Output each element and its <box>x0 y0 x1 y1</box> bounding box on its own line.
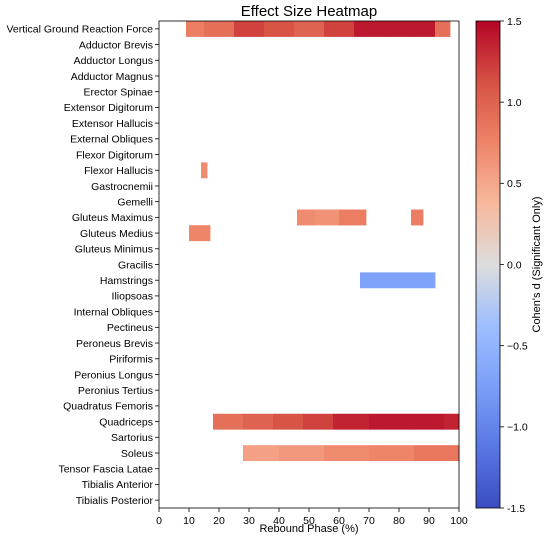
x-tick-label: 40 <box>273 515 285 527</box>
x-axis-label: Rebound Phase (%) <box>259 523 358 535</box>
heatmap-cell <box>414 413 445 430</box>
heatmap-cell <box>411 209 424 226</box>
x-tick-label: 100 <box>450 515 468 527</box>
colorbar-tick-label: 0.0 <box>507 259 522 271</box>
row-label: Piriformis <box>109 354 153 366</box>
row-label: Adductor Longus <box>74 55 153 67</box>
row-label: Gracilis <box>118 259 153 271</box>
plot-frame <box>158 20 460 509</box>
x-tick-label: 50 <box>303 515 315 527</box>
row-label: Erector Spinae <box>84 86 154 98</box>
x-axis: 0 10 20 30 40 50 60 70 80 90 100 <box>156 508 468 527</box>
row-label: Quadratus Femoris <box>63 401 153 413</box>
row-label: External Obliques <box>70 134 153 146</box>
row-label: Peroneus Brevis <box>76 338 153 350</box>
row-label: Iliopsoas <box>112 291 153 303</box>
row-label: Gluteus Maximus <box>72 212 153 224</box>
heatmap-cell <box>414 445 460 462</box>
heatmap-cell <box>234 21 265 37</box>
colorbar: -1.5 −1.0 −0.5 0.0 0.5 1.0 1.5 Cohen's d (Sign… <box>475 16 543 515</box>
row-label: Sartorius <box>111 432 153 444</box>
heatmap-cell <box>324 445 370 462</box>
colorbar-tick-label: -1.5 <box>507 503 525 515</box>
heatmap-cell <box>354 21 385 37</box>
row-label: Tensor Fascia Latae <box>58 464 153 476</box>
heatmap-cell <box>333 413 370 430</box>
row-label: Hamstrings <box>100 275 153 287</box>
heatmap-cell <box>294 21 325 37</box>
heatmap-cell <box>297 209 316 226</box>
row-label: Gluteus Minimus <box>75 244 153 256</box>
heatmap-cell <box>303 413 334 430</box>
row-label: Extensor Digitorum <box>64 102 154 114</box>
x-tick-label: 60 <box>333 515 345 527</box>
row-label: Tibialis Posterior <box>76 495 154 507</box>
heatmap-cell <box>213 413 244 430</box>
x-tick-label: 0 <box>156 515 162 527</box>
row-label: Peronius Tertius <box>78 385 153 397</box>
colorbar-tick-label: 1.0 <box>507 97 522 109</box>
heatmap-cell <box>369 445 415 462</box>
heatmap-cell <box>414 21 436 37</box>
row-label: Vertical Ground Reaction Force <box>7 24 154 36</box>
heatmap-cell <box>315 209 340 226</box>
heatmap-cell <box>201 162 208 179</box>
heatmap-cell <box>204 21 235 37</box>
row-label: Peronius Longus <box>74 369 153 381</box>
heatmap-cell <box>384 21 415 37</box>
heatmap-cell <box>264 21 295 37</box>
row-label: Extensor Hallucis <box>72 118 153 130</box>
row-label: Soleus <box>121 448 153 460</box>
row-label: Tibialis Anterior <box>82 479 154 491</box>
heatmap-cell <box>243 413 274 430</box>
heatmap-cell <box>189 225 211 242</box>
colorbar-ticks: -1.5 −1.0 −0.5 0.0 0.5 1.0 1.5 <box>500 16 528 515</box>
colorbar-tick-label: 0.5 <box>507 178 522 190</box>
heatmap-cell <box>186 21 205 37</box>
row-label: Internal Obliques <box>74 306 153 318</box>
colorbar-tick-label: −1.0 <box>507 422 528 434</box>
x-tick-label: 90 <box>423 515 435 527</box>
heatmap-cell <box>435 21 451 37</box>
heatmap-cell <box>279 445 325 462</box>
row-label: Gastrocnemii <box>91 181 153 193</box>
row-label: Pectineus <box>107 322 153 334</box>
x-tick-label: 80 <box>393 515 405 527</box>
heatmap-cell <box>324 21 355 37</box>
row-label: Gemelli <box>117 196 153 208</box>
x-tick-label: 70 <box>363 515 375 527</box>
chart-title: Effect Size Heatmap <box>241 3 377 20</box>
heatmap-cell <box>369 413 415 430</box>
heatmap-cells <box>186 21 460 462</box>
heatmap-cell <box>360 272 436 289</box>
row-label: Quadriceps <box>99 416 153 428</box>
row-label: Adductor Magnus <box>71 71 153 83</box>
heatmap-cell <box>273 413 304 430</box>
heatmap-cell <box>243 445 280 462</box>
row-label: Flexor Digitorum <box>76 149 153 161</box>
row-label: Flexor Hallucis <box>84 165 153 177</box>
row-labels: Vertical Ground Reaction Force Adductor B… <box>7 24 159 507</box>
colorbar-tick-label: 1.5 <box>507 16 522 28</box>
row-label: Gluteus Medius <box>80 228 153 240</box>
x-tick-label: 30 <box>243 515 255 527</box>
colorbar-label: Cohen's d (Significant Only) <box>531 197 543 333</box>
colorbar-gradient <box>475 20 501 509</box>
x-tick-label: 10 <box>183 515 195 527</box>
heatmap-cell <box>339 209 367 226</box>
heatmap-cell <box>444 413 460 430</box>
row-label: Adductor Brevis <box>79 39 153 51</box>
x-tick-label: 20 <box>213 515 225 527</box>
colorbar-tick-label: −0.5 <box>507 340 528 352</box>
